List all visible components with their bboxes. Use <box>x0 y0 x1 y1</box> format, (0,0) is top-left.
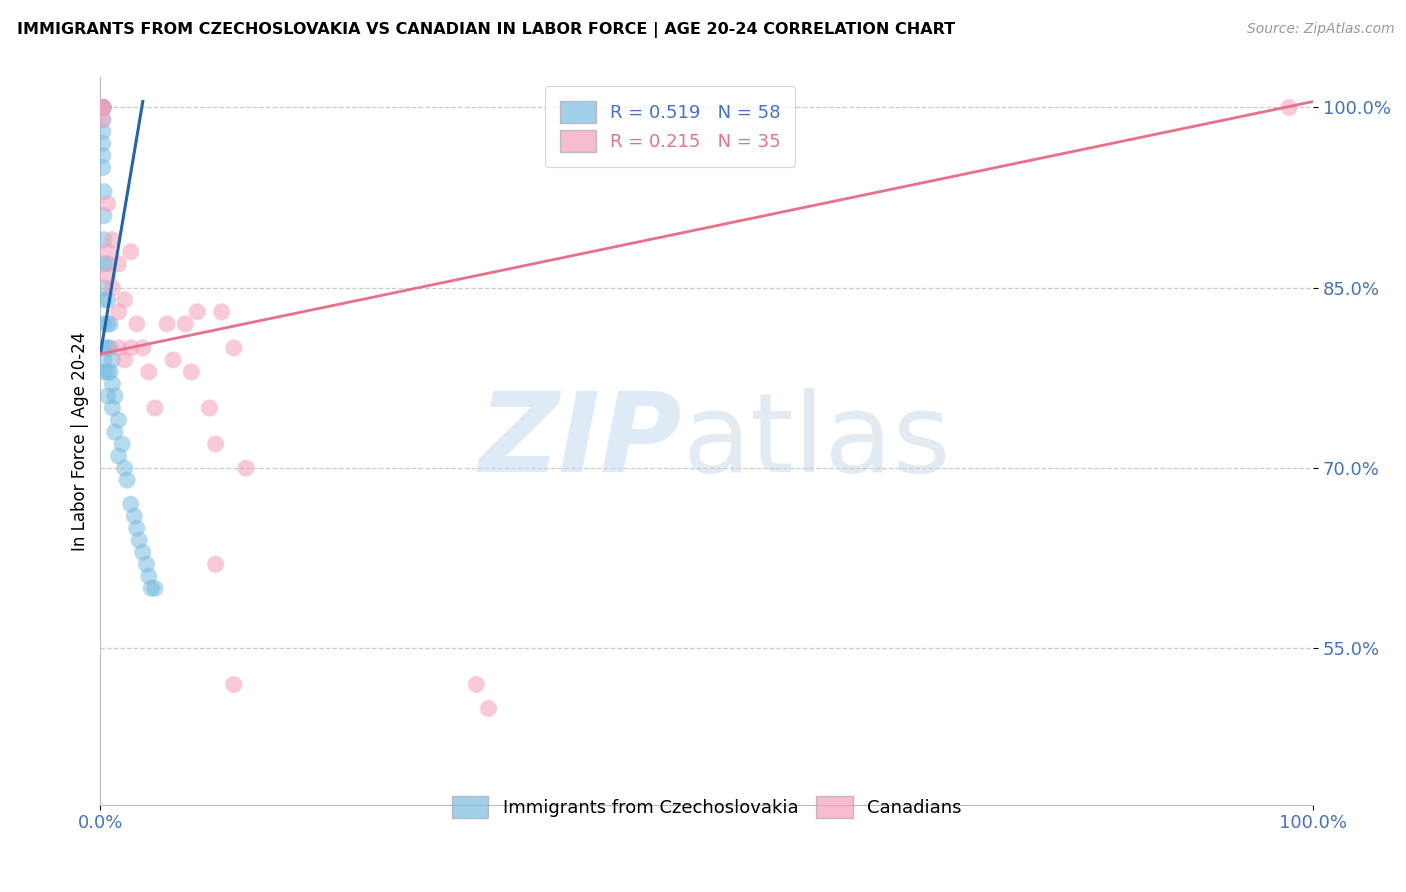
Point <box>143 582 166 596</box>
Point <box>93 257 115 271</box>
Point <box>141 582 163 596</box>
Point <box>111 437 134 451</box>
Point <box>120 341 142 355</box>
Point <box>97 365 120 379</box>
Point <box>91 101 114 115</box>
Y-axis label: In Labor Force | Age 20-24: In Labor Force | Age 20-24 <box>72 332 89 550</box>
Point <box>93 233 115 247</box>
Text: Source: ZipAtlas.com: Source: ZipAtlas.com <box>1247 22 1395 37</box>
Point <box>93 365 115 379</box>
Point <box>101 233 124 247</box>
Point <box>98 341 121 355</box>
Point <box>93 281 115 295</box>
Point <box>93 352 115 367</box>
Point <box>91 101 114 115</box>
Text: ZIP: ZIP <box>479 387 682 494</box>
Point <box>98 365 121 379</box>
Point <box>91 124 114 138</box>
Point <box>101 401 124 415</box>
Point <box>107 257 129 271</box>
Point <box>91 112 114 127</box>
Point <box>162 352 184 367</box>
Point <box>180 365 202 379</box>
Text: IMMIGRANTS FROM CZECHOSLOVAKIA VS CANADIAN IN LABOR FORCE | AGE 20-24 CORRELATIO: IMMIGRANTS FROM CZECHOSLOVAKIA VS CANADI… <box>17 22 955 38</box>
Point <box>91 101 114 115</box>
Point <box>198 401 221 415</box>
Point <box>125 317 148 331</box>
Point <box>91 101 114 115</box>
Point <box>465 677 488 691</box>
Point <box>91 112 114 127</box>
Point <box>138 365 160 379</box>
Point <box>114 461 136 475</box>
Point <box>97 244 120 259</box>
Point <box>143 401 166 415</box>
Point <box>114 352 136 367</box>
Point <box>222 341 245 355</box>
Point <box>91 101 114 115</box>
Point <box>97 196 120 211</box>
Point <box>120 497 142 511</box>
Point <box>204 558 226 572</box>
Point <box>128 533 150 548</box>
Point <box>93 341 115 355</box>
Point <box>174 317 197 331</box>
Point <box>97 293 120 307</box>
Point <box>91 148 114 162</box>
Point <box>235 461 257 475</box>
Point <box>91 101 114 115</box>
Point <box>138 569 160 583</box>
Point <box>93 293 115 307</box>
Point <box>107 413 129 427</box>
Point <box>101 376 124 391</box>
Point <box>107 341 129 355</box>
Point <box>222 677 245 691</box>
Point <box>101 352 124 367</box>
Point <box>97 317 120 331</box>
Point <box>91 101 114 115</box>
Point <box>107 449 129 463</box>
Point <box>93 317 115 331</box>
Point <box>477 701 499 715</box>
Point <box>91 136 114 151</box>
Point <box>98 317 121 331</box>
Point <box>124 509 146 524</box>
Point <box>91 101 114 115</box>
Point <box>91 101 114 115</box>
Point <box>1278 101 1301 115</box>
Point <box>125 521 148 535</box>
Point <box>156 317 179 331</box>
Point <box>91 161 114 175</box>
Point <box>101 281 124 295</box>
Point <box>97 257 120 271</box>
Point <box>186 305 208 319</box>
Point <box>93 185 115 199</box>
Point <box>104 425 127 439</box>
Point <box>91 101 114 115</box>
Point <box>91 101 114 115</box>
Text: atlas: atlas <box>682 387 950 494</box>
Point <box>97 268 120 283</box>
Point <box>91 101 114 115</box>
Point <box>115 473 138 487</box>
Legend: Immigrants from Czechoslovakia, Canadians: Immigrants from Czechoslovakia, Canadian… <box>437 781 976 832</box>
Point <box>91 101 114 115</box>
Point <box>91 101 114 115</box>
Point <box>120 244 142 259</box>
Point <box>97 389 120 403</box>
Point <box>104 389 127 403</box>
Point <box>91 101 114 115</box>
Point <box>93 209 115 223</box>
Point <box>114 293 136 307</box>
Point <box>91 101 114 115</box>
Point <box>91 101 114 115</box>
Point <box>91 101 114 115</box>
Point <box>132 341 155 355</box>
Point <box>97 341 120 355</box>
Point <box>107 305 129 319</box>
Point <box>135 558 157 572</box>
Point <box>204 437 226 451</box>
Point <box>211 305 233 319</box>
Point <box>132 545 155 559</box>
